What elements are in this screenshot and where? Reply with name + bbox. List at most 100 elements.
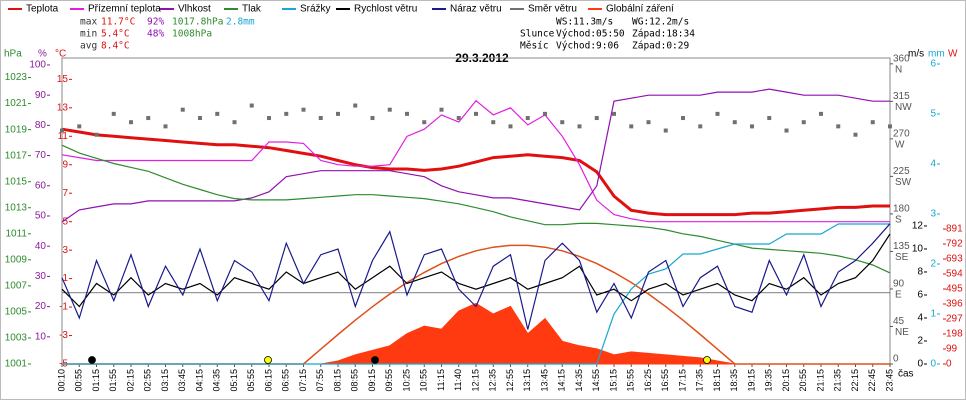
legend-label: Směr větru [528,4,577,15]
tick-label: 70 [35,150,47,161]
wind-direction-point [318,116,323,121]
series-line [61,127,890,217]
wind-direction-point [60,128,64,133]
series-line [61,233,891,308]
legend-label: Přízemní teplota [88,4,161,15]
x-tick-label: 21:15 [815,369,825,392]
tick-label: 1021 [5,98,28,109]
wind-direction-point [491,120,496,125]
axis-unit: hPa [4,49,22,60]
tick-label: 1 [62,273,68,284]
tick-label: 1005 [5,307,28,318]
x-tick-label: 08:15 [332,369,342,392]
tick-label: 1019 [5,124,28,135]
x-tick-label: 17:15 [677,369,687,392]
tick-label: 90 [893,279,905,290]
moon-set: Západ:0:29 [632,41,689,52]
rise-set-marker [371,356,379,364]
x-tick-label: 22:15 [850,369,860,392]
x-tick-label: 16:55 [660,369,670,392]
wind-direction-point [146,116,151,121]
compass-label: S [895,215,902,226]
wind-direction-point [646,120,651,125]
wind-direction-point [525,116,530,121]
x-tick-label: 09:15 [367,369,377,392]
rise-set-marker [264,356,272,364]
wind-direction-point [111,111,116,116]
x-tick-label: 23:45 [884,369,894,392]
axis-unit: W [948,49,958,60]
legend-label: Rychlost větru [354,4,417,15]
tick-label: 0 [893,354,899,365]
wind-direction-point [732,120,737,125]
x-tick-label: 11:40 [453,369,463,391]
stat-value: 48% [147,29,164,40]
wind-direction-point [77,124,82,129]
legend-label: Teplota [26,4,59,15]
tick-label: 15 [57,74,69,85]
tick-label: 2 [917,336,923,347]
x-tick-label: 06:55 [281,369,291,392]
x-tick-label: 12:15 [470,369,480,392]
x-tick-label: 13:15 [522,369,532,392]
wind-direction-point [249,103,254,108]
tick-label: 1009 [5,254,28,265]
tick-label: 2 [930,259,936,270]
tick-label: 12 [912,221,924,232]
legend-label: Srážky [300,4,331,15]
tick-label: 891 [946,224,963,235]
tick-label: 60 [35,180,47,191]
tick-label: 6 [930,59,936,70]
legend-label: Náraz větru [450,4,502,15]
tick-label: 4 [930,159,936,170]
compass-label: NE [895,327,909,338]
tick-label: 0 [946,359,952,370]
x-tick-label: 03:15 [160,369,170,392]
x-tick-label: 12:55 [505,369,515,392]
axis-unit: m/s [908,49,924,60]
x-tick-label: 02:55 [143,369,153,392]
compass-label: SE [895,252,909,263]
tick-label: 0 [930,359,936,370]
axis-unit: mm [928,49,945,60]
compass-label: SW [895,177,912,188]
sun-rise: Východ:05:50 [556,29,625,40]
x-tick-label: 01:55 [108,369,118,392]
tick-label: 180 [893,204,910,215]
x-tick-label: 02:15 [125,369,135,392]
axis-unit: % [38,49,47,60]
tick-label: 7 [62,188,68,199]
x-tick-label: 15:55 [626,369,636,392]
x-tick-label: 16:25 [643,369,653,392]
x-tick-label: 08:55 [350,369,360,392]
series-line [61,223,891,330]
sun-set: Západ:18:34 [632,29,695,40]
tick-label: 10 [912,244,924,255]
wind-direction-point [405,111,409,116]
tick-label: 1 [930,309,936,320]
wind-direction-point [474,111,478,116]
tick-label: 225 [893,166,910,177]
wind-gust-info: WG:12.2m/s [632,17,689,28]
tick-label: 315 [893,91,910,102]
compass-label: N [895,64,902,75]
wind-direction-point [284,111,289,116]
moon-rise: Východ:9:06 [556,41,619,52]
x-tick-label: 17:35 [695,369,705,392]
x-tick-label: 14:15 [557,369,567,392]
legend-label: Vlhkost [178,4,211,15]
wind-direction-point [767,116,772,121]
tick-label: 100 [29,60,46,71]
tick-label: -1 [59,302,68,313]
x-tick-label: 18:35 [729,369,739,392]
wind-direction-point [232,120,237,125]
x-tick-label: 10:25 [401,369,411,392]
wind-direction-point [819,111,823,116]
legend-label: Globální záření [606,4,674,15]
tick-label: 396 [946,299,963,310]
tick-label: 1011 [5,228,27,239]
tick-label: 99 [946,344,958,355]
wind-direction-point [94,132,99,137]
x-tick-label: 05:55 [246,369,256,392]
